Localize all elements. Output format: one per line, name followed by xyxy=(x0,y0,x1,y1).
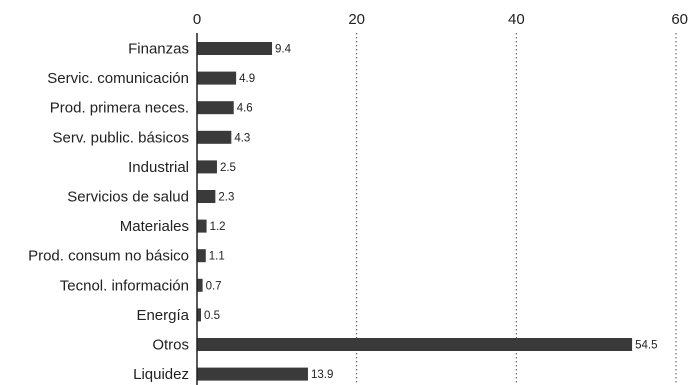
bar-11 xyxy=(197,367,308,381)
category-labels: Finanzas Servic. comunicación Prod. primer… xyxy=(28,41,190,384)
bar-5 xyxy=(197,190,216,203)
value-label-3: 4.3 xyxy=(234,132,250,144)
bar-10 xyxy=(197,338,633,351)
value-label-7: 1.1 xyxy=(209,251,225,263)
value-label-5: 2.3 xyxy=(218,192,234,204)
category-label-10: Otros xyxy=(152,337,189,354)
value-label-8: 0.7 xyxy=(206,280,222,292)
bar-6 xyxy=(197,219,207,233)
category-label-8: Tecnol. información xyxy=(60,277,189,294)
category-label-1: Servic. comunicación xyxy=(47,70,189,87)
category-label-0: Finanzas xyxy=(128,41,189,58)
bar-8 xyxy=(197,278,203,292)
value-label-4: 2.5 xyxy=(220,162,236,174)
value-label-0: 9.4 xyxy=(275,44,292,56)
value-label-11: 13.9 xyxy=(311,369,333,381)
category-label-5: Servicios de salud xyxy=(67,189,189,206)
value-label-9: 0.5 xyxy=(204,310,220,322)
bar-3 xyxy=(197,130,232,144)
bar-1 xyxy=(197,71,237,85)
x-tick-label-20: 20 xyxy=(348,11,365,28)
category-label-9: Energía xyxy=(136,307,189,324)
category-label-11: Liquidez xyxy=(133,366,189,383)
bar-4 xyxy=(197,160,217,174)
value-label-10: 54.5 xyxy=(635,340,657,352)
x-tick-label-0: 0 xyxy=(193,11,201,28)
category-label-2: Prod. primera neces. xyxy=(50,100,189,117)
category-label-4: Industrial xyxy=(128,159,189,176)
bars xyxy=(197,42,633,381)
x-tick-label-40: 40 xyxy=(508,11,525,28)
bar-9 xyxy=(197,308,201,322)
value-label-1: 4.9 xyxy=(239,73,255,85)
bar-0 xyxy=(197,42,273,55)
x-axis-ticks: 0 20 40 60 xyxy=(193,11,688,28)
bar-2 xyxy=(197,101,234,115)
category-label-7: Prod. consum no básico xyxy=(28,248,189,265)
x-tick-label-60: 60 xyxy=(671,11,688,28)
value-label-2: 4.6 xyxy=(237,103,253,115)
category-label-3: Serv. public. básicos xyxy=(53,129,189,146)
value-labels: 9.4 4.9 4.6 4.3 2.5 2.3 1.2 1.1 0.7 0.5 54.5 13.9 xyxy=(204,44,657,382)
gridlines xyxy=(356,33,677,385)
bar-7 xyxy=(197,249,206,263)
category-label-6: Materiales xyxy=(120,218,189,235)
value-label-6: 1.2 xyxy=(210,221,226,233)
